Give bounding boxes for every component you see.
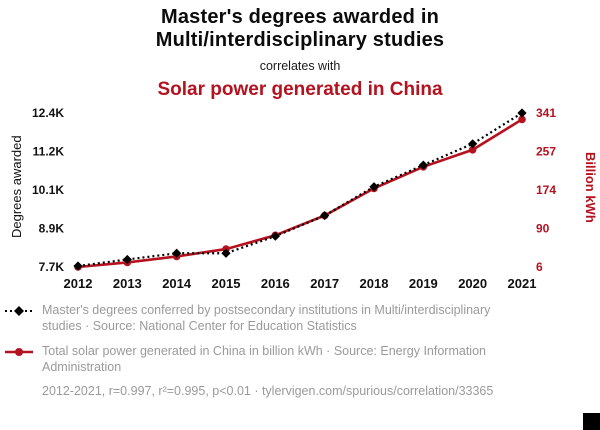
svg-text:2015: 2015 [212, 276, 241, 291]
correlates-with-label: correlates with [259, 59, 341, 73]
svg-text:341: 341 [536, 106, 556, 120]
right-axis-title: Billion kWh [583, 152, 598, 223]
legend-text-degrees: Master's degrees conferred by postsecond… [42, 303, 491, 333]
svg-text:90: 90 [536, 222, 550, 236]
svg-text:7.7K: 7.7K [39, 260, 65, 274]
svg-text:10.1K: 10.1K [32, 183, 64, 197]
svg-text:2017: 2017 [310, 276, 339, 291]
legend-text-solar: Total solar power generated in China in … [42, 344, 486, 374]
legend-circle-marker [15, 348, 23, 356]
svg-text:174: 174 [536, 183, 556, 197]
svg-text:12.4K: 12.4K [32, 106, 64, 120]
svg-text:257: 257 [536, 145, 556, 159]
svg-text:11.2K: 11.2K [33, 145, 65, 159]
dashed-line-diamond-icon [5, 306, 33, 316]
secondary-chart-title: Solar power generated in China [157, 79, 443, 100]
left-axis-title: Degrees awarded [9, 135, 24, 238]
svg-text:2018: 2018 [360, 276, 389, 291]
chart-title: Master's degrees awarded in Multi/interd… [155, 6, 445, 51]
corner-mark [583, 413, 600, 430]
chart-svg: 7.7K 8.9K 10.1K 11.2K 12.4K 6 90 174 257 341 2012 2… [32, 106, 556, 291]
svg-text:2012: 2012 [64, 276, 93, 291]
legend-diamond-marker [14, 306, 24, 316]
svg-text:2014: 2014 [162, 276, 192, 291]
svg-text:2013: 2013 [113, 276, 142, 291]
legend-item-degrees: Master's degrees conferred by postsecond… [4, 302, 582, 334]
svg-text:2021: 2021 [508, 276, 537, 291]
stats-and-source-line: 2012-2021, r=0.997, r²=0.995, p<0.01 · t… [42, 384, 494, 398]
svg-text:2016: 2016 [261, 276, 290, 291]
svg-text:6: 6 [536, 260, 543, 274]
svg-text:2019: 2019 [409, 276, 438, 291]
svg-text:8.9K: 8.9K [39, 222, 65, 236]
solid-line-circle-icon [5, 348, 33, 356]
chart-legend: Master's degrees conferred by postsecond… [4, 302, 582, 398]
svg-text:2020: 2020 [458, 276, 487, 291]
legend-item-solar: Total solar power generated in China in … [4, 343, 582, 375]
